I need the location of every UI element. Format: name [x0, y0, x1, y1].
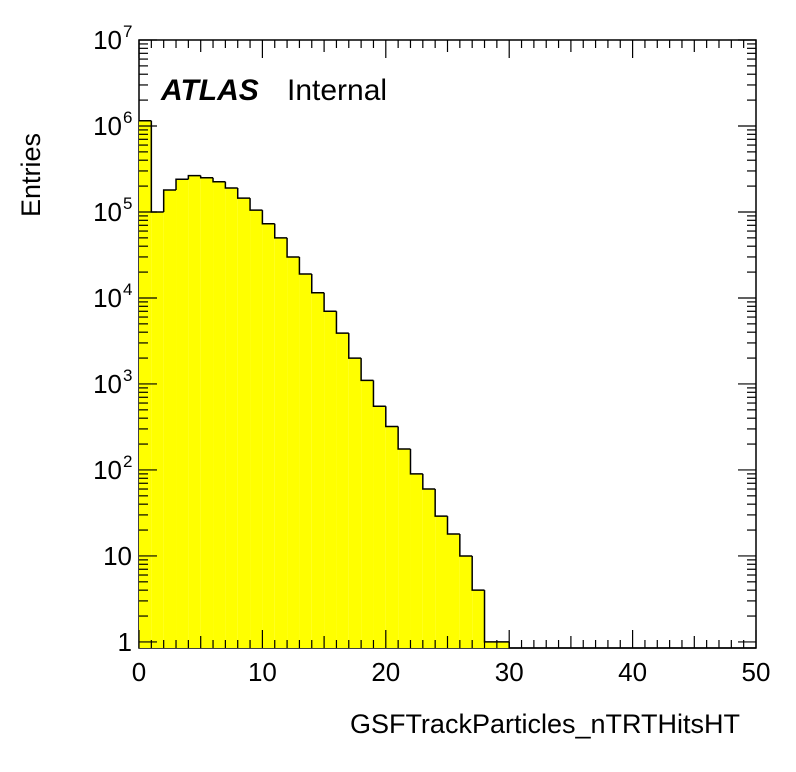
y-tick-label: 10: [93, 455, 122, 485]
histogram-bar: [459, 555, 473, 648]
histogram-bar: [385, 426, 399, 648]
histogram-bar: [213, 181, 226, 649]
histogram-bars: [139, 120, 756, 649]
y-tick-label-exponent: 6: [123, 108, 132, 127]
histogram-bar: [299, 274, 312, 648]
y-tick-label-exponent: 4: [123, 280, 132, 299]
histogram-bar: [311, 292, 325, 648]
histogram-bar: [262, 223, 275, 648]
histogram-bar: [237, 198, 251, 648]
histogram-bar: [151, 211, 164, 648]
histogram-bar: [188, 175, 201, 648]
histogram-bar: [250, 210, 263, 648]
histogram-bar: [447, 533, 460, 648]
histogram-bar: [472, 590, 485, 648]
histogram-outline: [139, 120, 756, 649]
histogram-bar: [176, 179, 189, 648]
y-tick-label: 10: [93, 369, 122, 399]
histogram-bar: [274, 237, 288, 648]
x-tick-label: 20: [371, 657, 400, 687]
y-tick-label-exponent: 5: [123, 194, 132, 213]
y-tick-label-exponent: 2: [123, 452, 132, 471]
y-tick-label: 10: [93, 283, 122, 313]
histogram-bar: [163, 190, 177, 648]
histogram-bar: [496, 641, 510, 648]
histogram-bar: [422, 489, 436, 648]
histogram-bar: [348, 358, 362, 648]
axis-ticks: [138, 39, 757, 648]
x-tick-labels: 0 10 20 30 40 50: [132, 657, 771, 687]
histogram-bar: [484, 641, 497, 648]
x-tick-label: 0: [132, 657, 146, 687]
histogram-bar: [398, 449, 411, 648]
histogram-bar: [287, 256, 300, 648]
x-tick-label: 50: [742, 657, 771, 687]
histogram-bar: [435, 516, 448, 648]
x-tick-label: 10: [248, 657, 277, 687]
y-tick-label: 10: [93, 197, 122, 227]
internal-label: Internal: [287, 74, 387, 107]
y-tick-label: 1: [118, 627, 132, 657]
x-tick-label: 30: [495, 657, 524, 687]
y-tick-label: 10: [103, 541, 132, 571]
y-tick-label-exponent: 7: [123, 22, 132, 41]
y-tick-label: 10: [93, 25, 122, 55]
y-tick-label-exponent: 3: [123, 366, 132, 385]
histogram-bar: [361, 380, 374, 648]
histogram-bar: [410, 473, 423, 648]
histogram-bar: [324, 311, 337, 648]
x-axis-title: GSFTrackParticles_nTRTHitsHT: [350, 709, 740, 739]
x-tick-label: 40: [618, 657, 647, 687]
histogram-bar: [225, 188, 238, 648]
histogram-bar: [200, 177, 214, 649]
histogram-bar: [336, 333, 349, 648]
histogram-bar: [373, 406, 386, 648]
atlas-label: ATLAS: [160, 74, 259, 107]
y-axis-title: Entries: [16, 133, 46, 217]
y-tick-label: 10: [93, 111, 122, 141]
